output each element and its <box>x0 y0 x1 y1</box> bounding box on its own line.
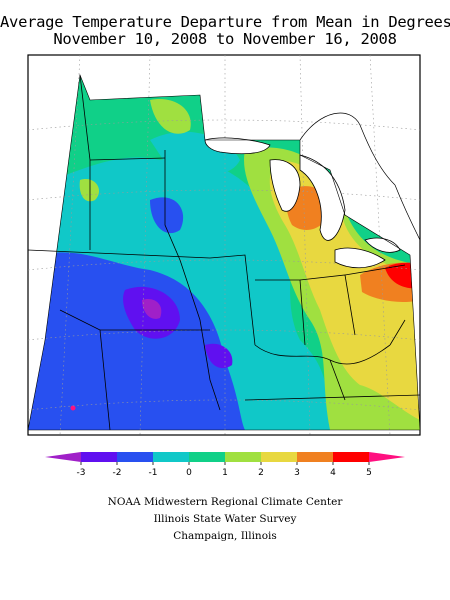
legend-tick-label: 4 <box>330 468 336 478</box>
legend-tick-label: 5 <box>366 468 372 478</box>
legend-tick-label: -3 <box>77 468 86 478</box>
legend-swatch <box>81 452 117 462</box>
legend-tick-label: 1 <box>222 468 228 478</box>
legend-tick-label: -2 <box>113 468 122 478</box>
legend-tick-label: -1 <box>149 468 158 478</box>
legend-swatch <box>117 452 153 462</box>
great-lakes <box>204 137 401 269</box>
legend-swatch <box>153 452 189 462</box>
legend-swatch <box>297 452 333 462</box>
legend-swatch <box>333 452 369 462</box>
legend-swatch <box>261 452 297 462</box>
map-date-range: November 10, 2008 to November 16, 2008 <box>53 30 397 48</box>
legend-tick-label: 2 <box>258 468 264 478</box>
legend-swatch <box>189 452 225 462</box>
legend-tick-label: 0 <box>186 468 192 478</box>
credit-location: Champaign, Illinois <box>173 530 277 542</box>
legend-swatch <box>225 452 261 462</box>
legend-swatch <box>45 452 81 462</box>
state-borders <box>27 74 421 431</box>
legend-swatch <box>369 452 405 462</box>
legend-tick-label: 3 <box>294 468 300 478</box>
map-title: Average Temperature Departure from Mean … <box>0 13 450 31</box>
coastline <box>299 112 421 241</box>
credit-survey: Illinois State Water Survey <box>153 513 297 525</box>
credit-organization: NOAA Midwestern Regional Climate Center <box>107 496 343 508</box>
